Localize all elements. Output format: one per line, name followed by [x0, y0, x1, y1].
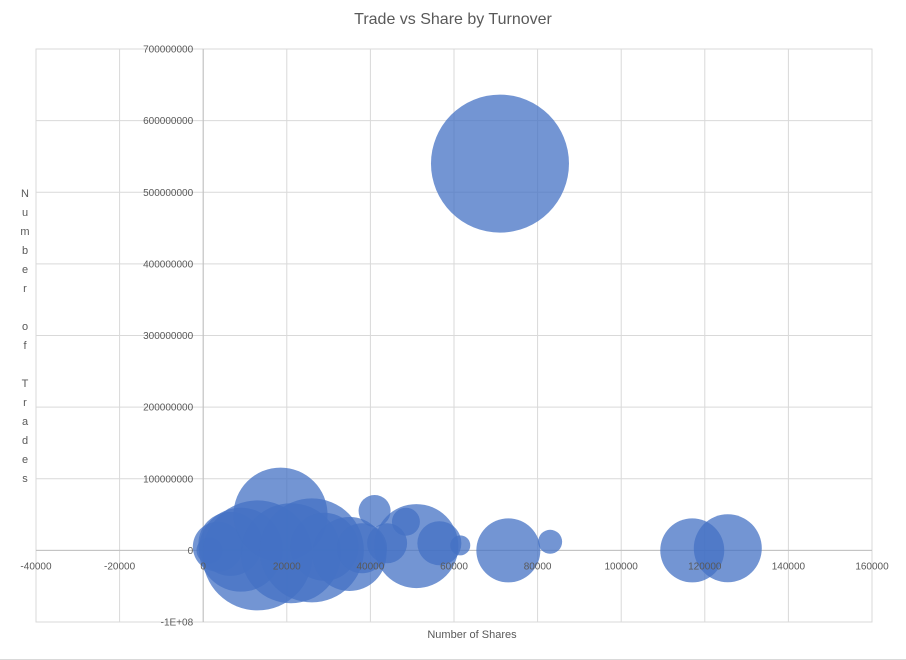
- y-tick-label: 0: [188, 546, 194, 557]
- bubble: [450, 535, 471, 556]
- x-tick-label: -40000: [20, 561, 52, 572]
- x-tick-label: 160000: [855, 561, 889, 572]
- x-tick-label: 120000: [688, 561, 722, 572]
- bubbles: [192, 94, 762, 611]
- y-tick-label: 600000000: [143, 116, 193, 127]
- x-tick-label: 20000: [273, 561, 301, 572]
- y-tick-label: 500000000: [143, 188, 193, 199]
- x-tick-label: 80000: [524, 561, 552, 572]
- x-axis-title: Number of Shares: [427, 629, 517, 641]
- bubble: [358, 494, 391, 527]
- y-tick-label: 100000000: [143, 474, 193, 485]
- bubble: [693, 514, 762, 583]
- y-tick-label: 700000000: [143, 45, 193, 56]
- x-tick-label: 0: [200, 561, 206, 572]
- bubble: [417, 521, 462, 566]
- bubble: [430, 94, 569, 233]
- x-tick-labels: -40000 -20000 0 20000 40000 60000 80000 100000 1…: [20, 561, 889, 572]
- bubble: [538, 529, 563, 554]
- y-tick-label: 400000000: [143, 259, 193, 270]
- y-tick-label: -1E+08: [161, 618, 194, 629]
- x-tick-label: -20000: [104, 561, 136, 572]
- x-tick-label: 140000: [772, 561, 806, 572]
- x-tick-label: 100000: [605, 561, 639, 572]
- chart-title: Trade vs Share by Turnover: [354, 11, 552, 28]
- x-tick-label: 60000: [440, 561, 468, 572]
- y-tick-labels: -1E+08 0 100000000 200000000 300000000 400000…: [143, 45, 194, 629]
- x-tick-label: 40000: [356, 561, 384, 572]
- y-tick-label: 200000000: [143, 403, 193, 414]
- bubble: [476, 518, 541, 583]
- y-tick-label: 300000000: [143, 331, 193, 342]
